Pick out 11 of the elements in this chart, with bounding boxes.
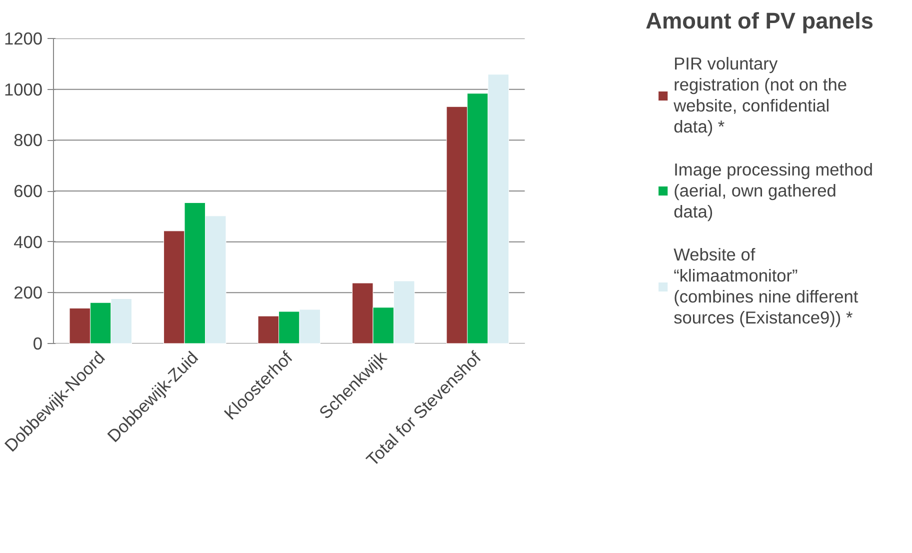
y-tick-label: 1000 bbox=[4, 79, 43, 100]
legend-label: Website of “klimaatmonitor” (combines nine different sources (Existance9)) * bbox=[674, 244, 858, 328]
text: Amount of PV panels bbox=[646, 8, 874, 34]
y-tick-label: 200 bbox=[14, 282, 43, 303]
y-tick-label: 600 bbox=[14, 181, 43, 201]
y-tick-label: 1200 bbox=[4, 28, 43, 48]
y-tick-label: 800 bbox=[14, 130, 43, 150]
y-tick-label: 0 bbox=[32, 334, 43, 354]
legend-label: Image processing method (aerial, own gathered data) bbox=[674, 159, 873, 222]
y-tick-label: 400 bbox=[14, 232, 43, 252]
legend-label: PIR voluntary registration (not on the website, confidential data) * bbox=[674, 53, 847, 137]
